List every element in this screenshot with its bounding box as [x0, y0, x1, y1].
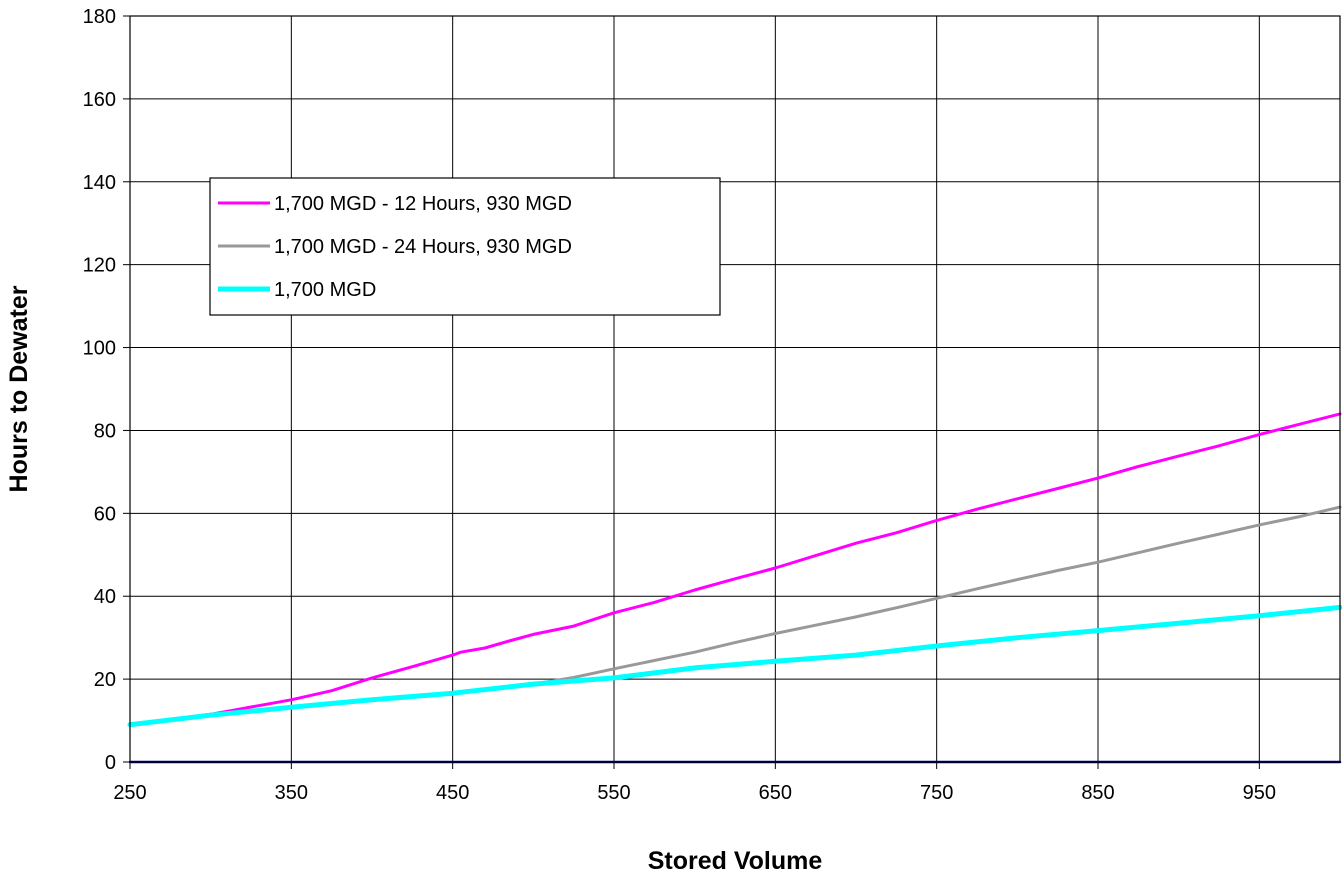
y-tick-label: 160 [83, 89, 116, 111]
x-tick-label: 950 [1243, 782, 1276, 804]
x-tick-label: 550 [597, 782, 630, 804]
y-tick-label: 140 [83, 172, 116, 194]
y-axis-title: Hours to Dewater [5, 285, 33, 492]
x-tick-label: 850 [1081, 782, 1114, 804]
x-axis-ticks: 250 350 450 550 650 750 850 950 [113, 762, 1276, 804]
plot-area [130, 16, 1340, 762]
legend-box [209, 177, 721, 316]
x-tick-label: 250 [113, 782, 146, 804]
x-tick-label: 350 [275, 782, 308, 804]
y-tick-label: 120 [83, 255, 116, 277]
x-axis-title: Stored Volume [648, 847, 823, 875]
y-tick-label: 100 [83, 338, 116, 360]
y-tick-label: 20 [94, 669, 116, 691]
plot-border [129, 15, 1341, 763]
y-tick-label: 40 [94, 586, 116, 608]
x-tick-label: 750 [920, 782, 953, 804]
series-line-3 [127, 604, 1342, 728]
y-axis-ticks: 0 20 40 60 80 100 120 140 160 180 [83, 6, 130, 774]
x-tick-label: 650 [759, 782, 792, 804]
legend-label: 1,700 MGD - 12 Hours, 930 MGD [274, 193, 572, 215]
y-tick-label: 180 [83, 6, 116, 28]
legend-label: 1,700 MGD - 24 Hours, 930 MGD [274, 236, 572, 258]
x-tick-label: 450 [436, 782, 469, 804]
series-line-1 [128, 412, 1342, 727]
legend-label: 1,700 MGD [274, 279, 376, 301]
y-tick-label: 0 [105, 752, 116, 774]
y-tick-label: 80 [94, 420, 116, 442]
y-tick-label: 60 [94, 503, 116, 525]
legend: 1,700 MGD - 12 Hours, 930 MGD 1,700 MGD -… [209, 177, 721, 316]
